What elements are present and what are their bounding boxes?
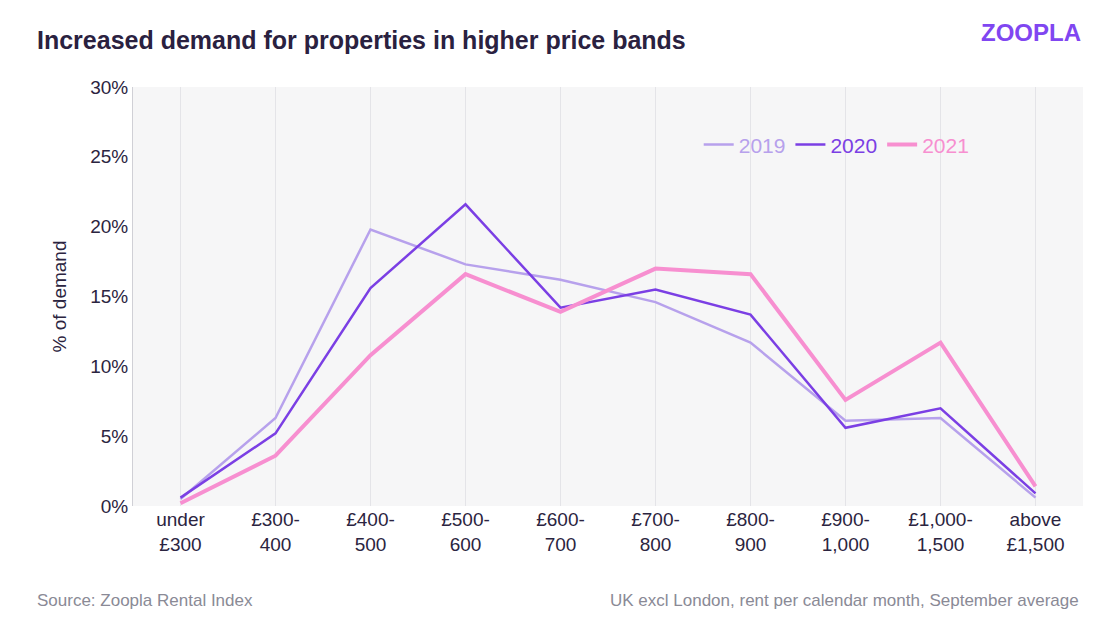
svg-text:above£1,500: above£1,500	[1006, 509, 1064, 555]
svg-text:£1,000-1,500: £1,000-1,500	[908, 509, 972, 555]
svg-text:UK excl London, rent per calen: UK excl London, rent per calendar month,…	[610, 591, 1079, 610]
svg-text:2021: 2021	[922, 134, 969, 157]
svg-text:5%: 5%	[101, 426, 129, 447]
svg-text:£400-500: £400-500	[346, 509, 395, 555]
svg-text:£800-900: £800-900	[726, 509, 775, 555]
svg-text:2019: 2019	[739, 134, 786, 157]
svg-text:% of demand: % of demand	[49, 241, 70, 353]
svg-text:£600-700: £600-700	[536, 509, 585, 555]
svg-text:Source: Zoopla Rental Index: Source: Zoopla Rental Index	[37, 591, 253, 610]
svg-text:£700-800: £700-800	[631, 509, 680, 555]
svg-text:20%: 20%	[90, 216, 128, 237]
svg-text:30%: 30%	[90, 77, 128, 98]
svg-text:10%: 10%	[90, 356, 128, 377]
svg-text:25%: 25%	[90, 146, 128, 167]
svg-text:2020: 2020	[830, 134, 877, 157]
svg-text:£500-600: £500-600	[441, 509, 490, 555]
svg-text:£300-400: £300-400	[251, 509, 300, 555]
svg-text:£900-1,000: £900-1,000	[821, 509, 870, 555]
svg-text:0%: 0%	[101, 496, 129, 517]
svg-text:under£300: under£300	[156, 509, 205, 555]
svg-text:ZOOPLA: ZOOPLA	[981, 19, 1081, 46]
svg-text:Increased demand for propertie: Increased demand for properties in highe…	[37, 26, 686, 54]
svg-text:15%: 15%	[90, 286, 128, 307]
